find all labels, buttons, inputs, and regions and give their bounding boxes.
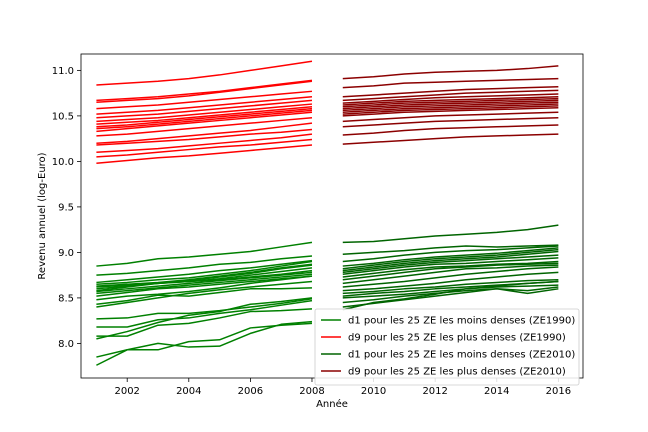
d1_1990-series-line-5 [96, 263, 313, 287]
x-tick-label: 2016 [546, 386, 571, 397]
d9_1990-series-line-15 [96, 133, 313, 154]
x-axis-label: Année [316, 398, 348, 410]
y-tick-label: 8.5 [58, 293, 74, 304]
legend-label: d9 pour les 25 ZE les plus denses (ZE201… [348, 367, 566, 378]
d1_1990-series-line-4 [96, 260, 313, 286]
d1_2010-series-line-6 [342, 250, 559, 272]
d9_2010-series-line-10 [342, 103, 559, 113]
d9_2010-series-line-16 [342, 133, 559, 145]
d9_2010-series-line-1 [342, 65, 559, 80]
d9_1990-series-line-16 [96, 138, 313, 158]
legend-items: d1 pour les 25 ZE les moins denses (ZE19… [321, 316, 575, 378]
d1_1990-series-line-1 [96, 241, 313, 267]
d1_1990-series-line-12 [96, 275, 313, 301]
d1_2010-series-line-1 [342, 224, 559, 244]
d9_2010-series-line-2 [342, 77, 559, 89]
d9_2010-series-line-3 [342, 86, 559, 98]
legend-label: d9 pour les 25 ZE les plus denses (ZE199… [348, 333, 566, 344]
d9_2010-series-line-6 [342, 96, 559, 106]
x-tick-label: 2004 [176, 386, 201, 397]
y-tick-label: 11.0 [52, 66, 74, 77]
y-tick-label: 8.0 [58, 339, 74, 350]
d9_2010-series-line-15 [342, 124, 559, 136]
d1_1990-series-line-10 [96, 273, 313, 295]
series-layer [96, 60, 559, 366]
d1_1990-series-line-6 [96, 264, 313, 288]
d1_2010-series-line-5 [342, 248, 559, 270]
d9_1990-series-line-13 [96, 122, 313, 144]
x-tick-label: 2014 [484, 386, 509, 397]
legend: d1 pour les 25 ZE les moins denses (ZE19… [314, 308, 580, 386]
y-axis: 8.0 8.5 9.0 9.5 10.0 10.5 11.0 [52, 66, 81, 350]
d9_2010-series-line-11 [342, 105, 559, 115]
x-tick-label: 2002 [114, 386, 139, 397]
d1_1990-series-line-2 [96, 255, 313, 276]
x-tick-label: 2008 [299, 386, 324, 397]
d9_1990-series-line-4 [96, 90, 313, 110]
d9_2010-series-line-7 [342, 97, 559, 108]
d9_2010-series-line-12 [342, 106, 559, 117]
legend-box [314, 308, 580, 386]
d1_2010-series-line-12 [342, 266, 559, 288]
d1_2010-series-line-18 [342, 288, 559, 308]
d1_2010-series-line-16 [342, 284, 559, 299]
d1_1990-series-line-9 [96, 271, 313, 293]
d9_2010-series-line-5 [342, 93, 559, 104]
d1_1990-series-line-11 [96, 275, 313, 297]
d1_2010-series-line-8 [342, 257, 559, 275]
d9_1990-series-line-10 [96, 109, 313, 130]
d1_2010-series-line-9 [342, 260, 559, 278]
d9_1990-series-line-11 [96, 111, 313, 133]
d9_2010-series-line-13 [342, 111, 559, 123]
d9_1990-series-line-17 [96, 144, 313, 164]
x-tick-label: 2012 [422, 386, 447, 397]
d9_2010-series-line-9 [342, 101, 559, 112]
d1_2010-series-line-14 [342, 278, 559, 295]
legend-label: d1 pour les 25 ZE les moins denses (ZE19… [348, 316, 575, 327]
d1_1990-series-line-14 [96, 280, 313, 308]
d1_2010-series-line-13 [342, 271, 559, 292]
d9_1990-series-line-12 [96, 116, 313, 137]
d1_2010-series-line-10 [342, 262, 559, 281]
x-tick-label: 2010 [361, 386, 386, 397]
y-tick-label: 10.5 [52, 111, 74, 122]
d9_2010-series-line-8 [342, 99, 559, 110]
d1_2010-series-line-4 [342, 247, 559, 267]
d9_1990-series-line-2 [96, 79, 313, 102]
y-tick-label: 10.0 [52, 157, 74, 168]
d9_1990-series-line-5 [96, 96, 313, 115]
d9_1990-series-line-6 [96, 99, 313, 119]
d9_1990-series-line-8 [96, 106, 313, 125]
d9_1990-series-line-1 [96, 60, 313, 86]
y-tick-label: 9.0 [58, 248, 74, 259]
d1_1990-series-line-20 [96, 320, 313, 366]
d1_1990-series-line-16 [96, 299, 313, 328]
y-axis-label: Revenu annuel (log-Euro) [37, 152, 48, 279]
y-tick-label: 9.5 [58, 202, 74, 213]
d9_2010-series-line-14 [342, 116, 559, 128]
d1_2010-series-line-2 [342, 244, 559, 255]
x-tick-label: 2006 [238, 386, 263, 397]
d1_1990-series-line-17 [96, 308, 313, 337]
d1_1990-series-line-18 [96, 297, 313, 340]
d1_1990-series-line-19 [96, 322, 313, 358]
d1_1990-series-line-15 [96, 298, 313, 320]
d1_2010-series-line-3 [342, 245, 559, 263]
d9_1990-series-line-14 [96, 128, 313, 146]
d1_2010-series-line-7 [342, 254, 559, 274]
d1_1990-series-line-3 [96, 259, 313, 284]
d1_2010-series-line-19 [342, 280, 559, 311]
d9_1990-series-line-9 [96, 107, 313, 128]
d9_2010-series-line-4 [342, 89, 559, 102]
d1_1990-series-line-13 [96, 287, 313, 306]
d1_2010-series-line-11 [342, 264, 559, 285]
legend-label: d1 pour les 25 ZE les moins denses (ZE20… [348, 350, 575, 361]
d9_1990-series-line-3 [96, 80, 313, 103]
d9_1990-series-line-7 [96, 103, 313, 123]
d1_1990-series-line-8 [96, 269, 313, 292]
